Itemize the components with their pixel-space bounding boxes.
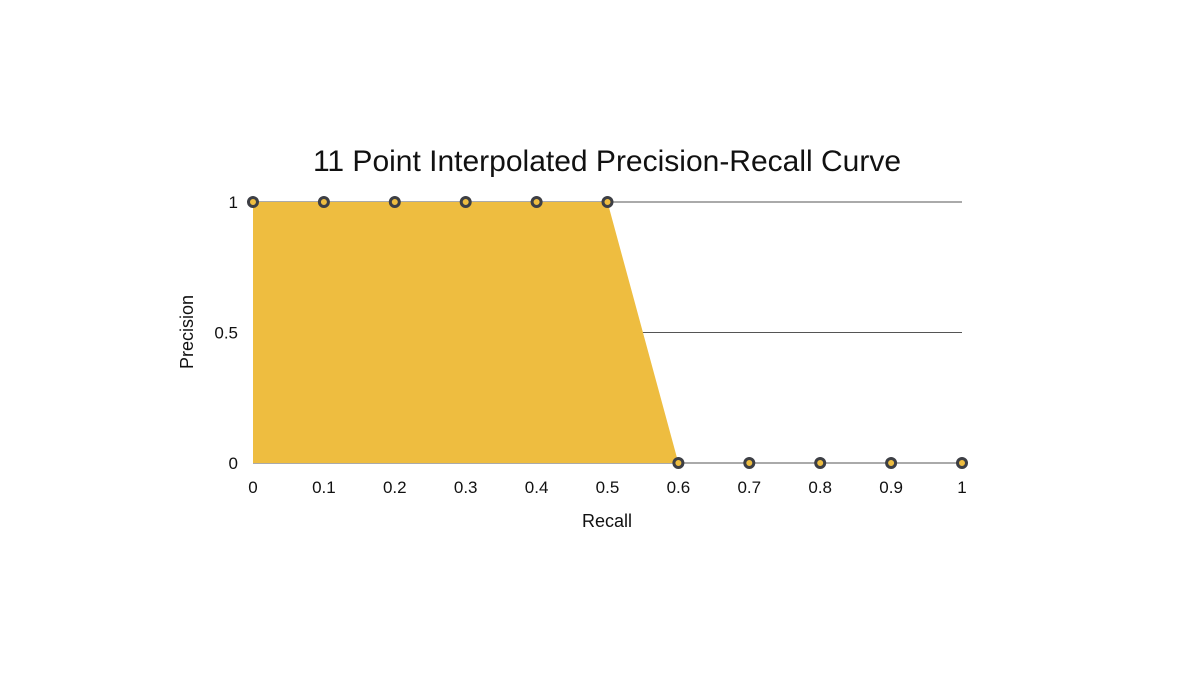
data-point-8 <box>814 457 827 469</box>
data-point-4 <box>530 196 543 208</box>
x-tick-label-3: 0.3 <box>454 478 478 497</box>
area-fill-group <box>253 202 962 463</box>
y-axis-label: Precision <box>177 294 197 370</box>
x-axis-label: Recall <box>581 511 633 531</box>
x-tick-label-4: 0.4 <box>525 478 549 497</box>
data-point-10 <box>956 457 968 469</box>
data-point-0 <box>247 196 259 208</box>
x-tick-label-6: 0.6 <box>667 478 691 497</box>
x-tick-label-2: 0.2 <box>383 478 407 497</box>
x-tick-label-10: 1 <box>957 478 966 497</box>
y-axis-ticks: 00.51 <box>214 193 238 473</box>
area-fill <box>253 202 962 463</box>
data-point-1 <box>317 196 330 208</box>
y-tick-label-1: 0.5 <box>214 324 238 343</box>
data-point-3 <box>459 196 472 208</box>
y-tick-label-2: 1 <box>229 193 238 212</box>
x-tick-label-9: 0.9 <box>879 478 903 497</box>
x-axis-ticks: 0 0.1 0.2 0.3 0.4 0.5 0.6 0.7 0.8 0.9 1 <box>248 478 966 497</box>
y-tick-label-0: 0 <box>229 454 238 473</box>
data-points <box>247 196 968 469</box>
data-point-2 <box>388 196 401 208</box>
chart-title: 11 Point Interpolated Precision-Recall C… <box>312 145 902 178</box>
data-point-5 <box>601 196 614 208</box>
data-point-7 <box>743 457 756 469</box>
data-point-9 <box>885 457 898 469</box>
x-tick-label-7: 0.7 <box>737 478 761 497</box>
x-tick-label-5: 0.5 <box>596 478 620 497</box>
x-tick-label-1: 0.1 <box>312 478 336 497</box>
x-tick-label-8: 0.8 <box>808 478 832 497</box>
x-tick-label-0: 0 <box>248 478 257 497</box>
data-point-6 <box>672 457 685 469</box>
